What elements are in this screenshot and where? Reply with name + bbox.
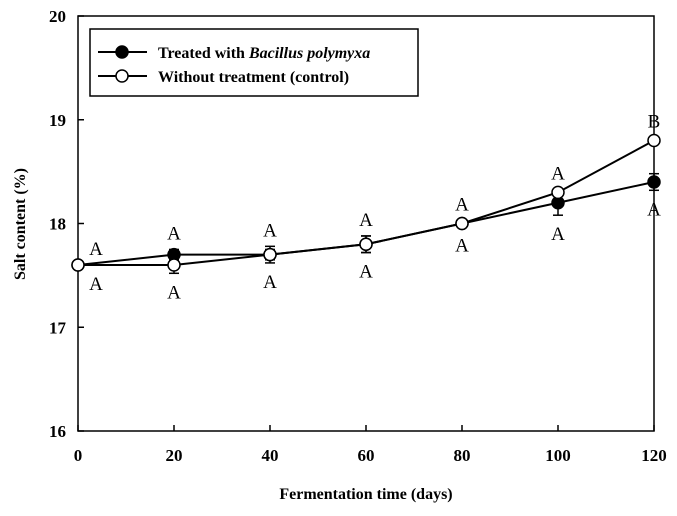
y-axis-title: Salt content (%): [12, 168, 29, 280]
significance-label-treated: A: [647, 199, 661, 220]
x-tick-label: 40: [262, 446, 279, 465]
y-tick-label: 16: [49, 422, 66, 441]
legend-marker-control: [115, 69, 129, 83]
y-tick-label: 20: [49, 7, 66, 26]
significance-label-treated: A: [89, 239, 103, 260]
x-tick-label: 0: [74, 446, 83, 465]
y-tick-label: 19: [49, 111, 66, 130]
significance-label-control: A: [167, 282, 181, 303]
point-control: [359, 237, 373, 251]
significance-label-treated: A: [263, 220, 277, 241]
point-control: [71, 258, 85, 272]
legend-label-control: Without treatment (control): [158, 69, 349, 86]
y-tick-label: 18: [49, 215, 66, 234]
x-tick-label: 20: [166, 446, 183, 465]
axes: 0 20 40 60 80 100 120 16 17 18 19 20: [49, 7, 667, 465]
legend-label-treated-prefix: Treated with: [158, 45, 249, 62]
y-tick-label: 17: [49, 318, 67, 337]
x-tick-label: 60: [358, 446, 375, 465]
legend-label-treated: Treated with Bacillus polymyxa: [158, 45, 370, 62]
point-control: [455, 216, 469, 231]
point-control: [551, 185, 565, 200]
point-control: [647, 133, 661, 148]
series-control: [71, 133, 661, 275]
significance-label-treated: A: [167, 223, 181, 244]
significance-label-treated: A: [359, 210, 373, 231]
point-control: [167, 258, 181, 272]
legend-marker-treated: [115, 45, 129, 59]
significance-label-control: A: [263, 272, 277, 293]
significance-label-control: A: [89, 274, 103, 295]
significance-label-control: B: [648, 111, 661, 132]
x-tick-label: 100: [545, 446, 571, 465]
x-tick-label: 80: [454, 446, 471, 465]
point-treated: [647, 175, 661, 189]
x-tick-label: 120: [641, 446, 667, 465]
x-axis-title: Fermentation time (days): [279, 486, 452, 503]
significance-label-control: A: [455, 194, 469, 215]
legend-box: [89, 28, 419, 97]
significance-label-control: A: [551, 163, 565, 184]
legend: Treated with Bacillus polymyxa Without t…: [89, 28, 419, 97]
significance-label-treated: A: [455, 236, 469, 257]
significance-label-treated: A: [551, 224, 565, 245]
point-control: [263, 247, 277, 262]
legend-label-treated-species: Bacillus polymyxa: [248, 45, 370, 62]
significance-label-control: A: [359, 262, 373, 283]
